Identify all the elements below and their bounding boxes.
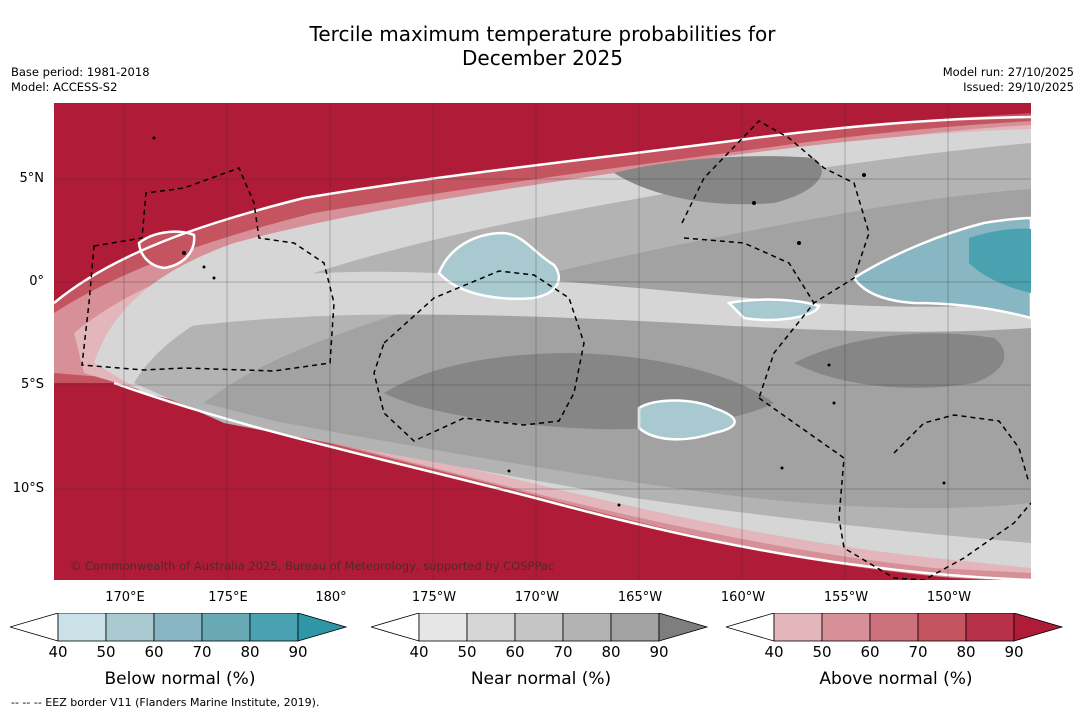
probability-map <box>54 103 1031 580</box>
colorbar-tick-label: 90 <box>288 643 308 661</box>
colorbar-extend-high <box>1013 613 1064 642</box>
colorbar-segment <box>821 613 871 642</box>
colorbar-extend-high <box>297 613 348 642</box>
title-line-2: December 2025 <box>462 46 623 70</box>
colorbar-segment <box>105 613 155 642</box>
colorbar-segment <box>610 613 660 642</box>
islands <box>152 136 946 507</box>
colorbar-tick-label: 90 <box>649 643 669 661</box>
colorbar-tick-label: 60 <box>505 643 525 661</box>
lat-label-5n: 5°N <box>19 171 45 186</box>
colorbar-segment <box>418 613 468 642</box>
colorbar-tick-label: 40 <box>764 643 784 661</box>
equatorial-band <box>154 271 1031 332</box>
colorbar-tick-label: 40 <box>409 643 429 661</box>
colorbar-segment <box>153 613 203 642</box>
colorbar-extend-low <box>371 613 420 642</box>
colorbar-segment <box>57 613 107 642</box>
near-normal-band-90-c <box>614 156 822 205</box>
above-normal-patch <box>137 230 196 270</box>
colorbar-tick-label: 50 <box>96 643 116 661</box>
below-normal-patch-d <box>726 298 821 322</box>
lat-label-10s: 10°S <box>12 481 44 496</box>
eez-footnote: -- -- -- EEZ border V11 (Flanders Marine… <box>11 696 320 709</box>
meta-left: Base period: 1981-2018 Model: ACCESS-S2 <box>11 65 150 95</box>
colorbar-tick-label: 60 <box>860 643 880 661</box>
below-normal-colorbar <box>10 613 348 642</box>
colorbar-segment <box>773 613 823 642</box>
near-normal-label: Near normal (%) <box>470 669 612 689</box>
below-normal-patch-b-core <box>969 228 1031 293</box>
near-normal-colorbar <box>371 613 709 642</box>
lon-label-180: 180° <box>315 590 347 605</box>
colorbar-extend-low <box>726 613 775 642</box>
colorbar-segment <box>514 613 564 642</box>
colorbar-segment <box>562 613 612 642</box>
lon-label-175e: 175°E <box>208 590 248 605</box>
meta-right: Model run: 27/10/2025 Issued: 29/10/2025 <box>943 65 1074 95</box>
colorbar-tick-label: 50 <box>812 643 832 661</box>
lon-label-160w: 160°W <box>720 590 766 605</box>
colorbar-tick-label: 70 <box>192 643 212 661</box>
above-normal-label: Above normal (%) <box>819 669 973 689</box>
colorbar-tick-label: 70 <box>553 643 573 661</box>
below-normal-patch-c <box>637 399 736 441</box>
colorbar-segment <box>965 613 1015 642</box>
near-normal-band-90-b <box>794 333 1005 388</box>
near-normal-band-80 <box>204 189 1031 508</box>
model-text: Model: ACCESS-S2 <box>11 80 118 94</box>
lat-label-0: 0° <box>29 274 44 289</box>
colorbar-tick-label: 90 <box>1004 643 1024 661</box>
lon-label-150w: 150°W <box>926 590 972 605</box>
issued-text: Issued: 29/10/2025 <box>963 80 1074 94</box>
eez-borders <box>81 120 1031 580</box>
colorbar-tick-label: 80 <box>240 643 260 661</box>
lat-label-5s: 5°S <box>20 377 44 392</box>
colorbar-tick-label: 80 <box>601 643 621 661</box>
below-normal-patch-a <box>437 231 560 300</box>
colorbar-segment <box>869 613 919 642</box>
colorbar-segment <box>201 613 251 642</box>
copyright-text: © Commonwealth of Australia 2025, Bureau… <box>70 559 555 573</box>
colorbar-tick-label: 40 <box>48 643 68 661</box>
colorbar-segment <box>466 613 516 642</box>
lon-label-165w: 165°W <box>617 590 663 605</box>
lon-label-170w: 170°W <box>514 590 560 605</box>
lon-label-170e: 170°E <box>105 590 145 605</box>
lon-label-175w: 175°W <box>411 590 457 605</box>
colorbar-tick-label: 80 <box>956 643 976 661</box>
colorbar-segment <box>917 613 967 642</box>
title-line-1: Tercile maximum temperature probabilitie… <box>309 22 776 46</box>
model-run-text: Model run: 27/10/2025 <box>942 65 1074 79</box>
colorbar-tick-label: 60 <box>144 643 164 661</box>
colorbar-extend-low <box>10 613 59 642</box>
colorbar-tick-label: 70 <box>908 643 928 661</box>
below-normal-label: Below normal (%) <box>104 669 256 689</box>
graticule <box>54 103 1031 580</box>
lon-label-155w: 155°W <box>823 590 869 605</box>
tercile-boundary-north <box>54 115 1031 304</box>
colorbar-extend-high <box>658 613 709 642</box>
above-normal-colorbar <box>726 613 1064 642</box>
chart-title: Tercile maximum temperature probabilitie… <box>0 22 1085 70</box>
base-period-text: Base period: 1981-2018 <box>11 65 150 79</box>
tercile-boundary-south <box>113 381 1031 580</box>
colorbar-segment <box>249 613 299 642</box>
colorbar-tick-label: 50 <box>457 643 477 661</box>
